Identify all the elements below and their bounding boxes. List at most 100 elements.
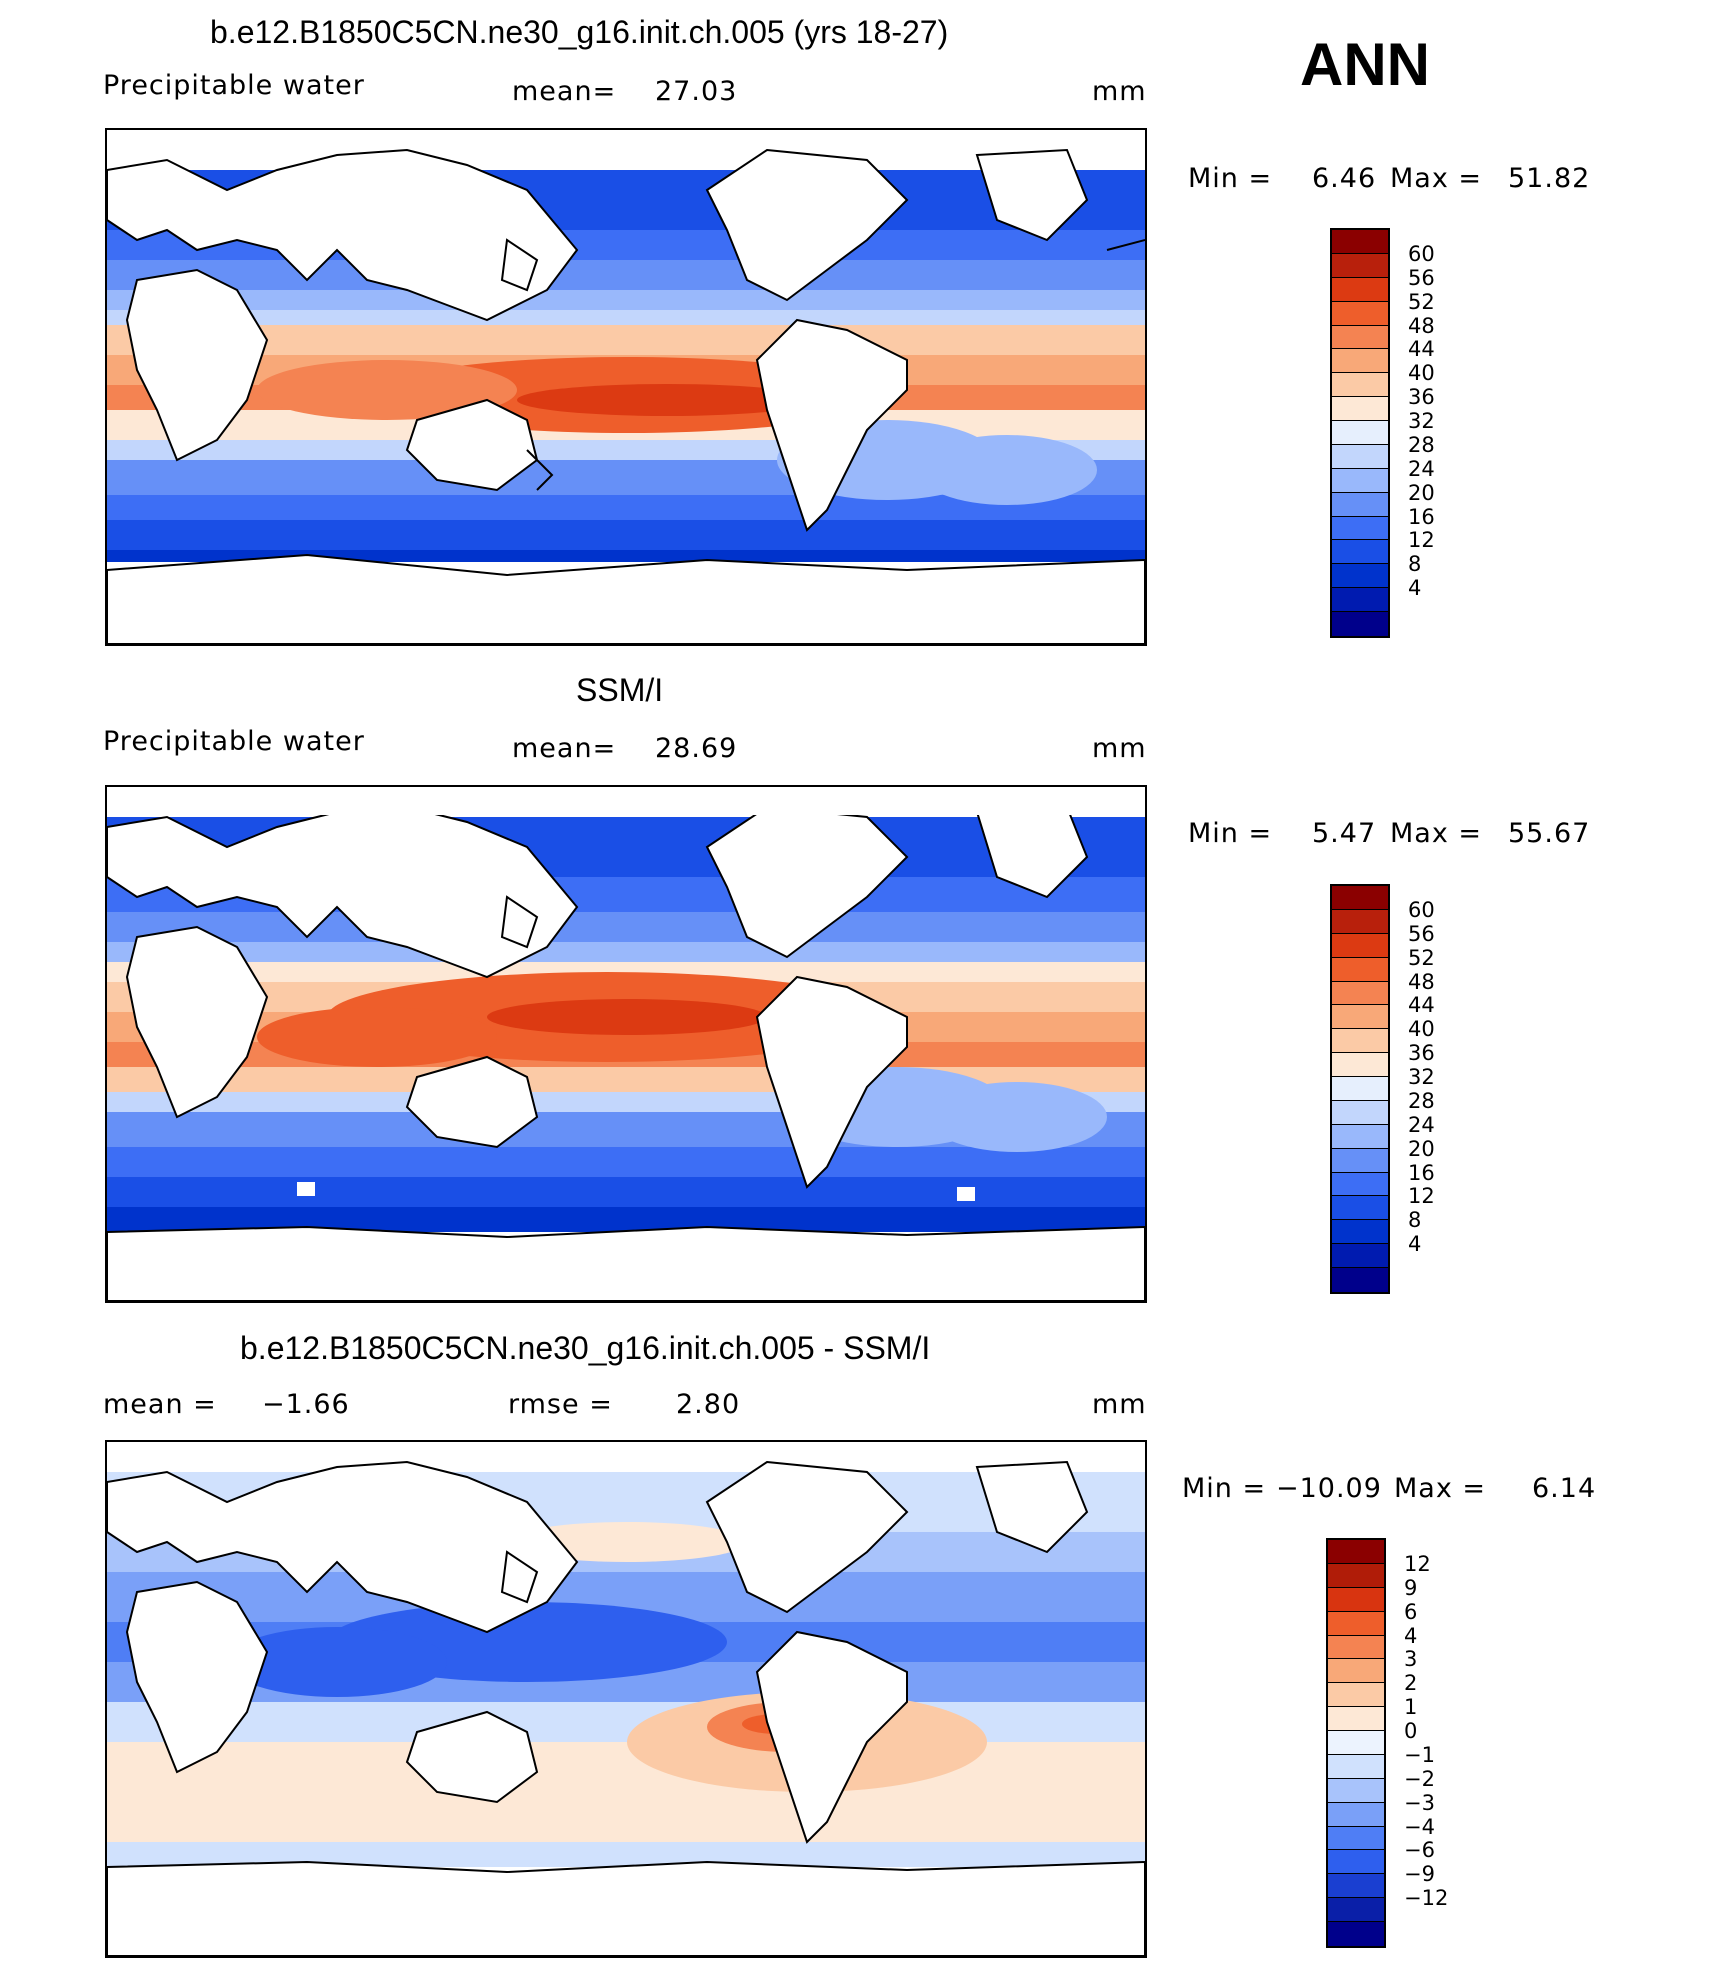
season-label: ANN — [1300, 31, 1430, 98]
colorbar-swatch — [1328, 1922, 1384, 1946]
colorbar-tick-label: 20 — [1408, 1136, 1435, 1161]
colorbar-tick-label: 1 — [1404, 1695, 1418, 1720]
colorbar-tick-label: 8 — [1408, 1208, 1422, 1233]
colorbar-swatch — [1332, 444, 1388, 469]
panel-1-map — [105, 128, 1147, 646]
colorbar-tick-label: 28 — [1408, 432, 1435, 457]
colorbar-swatch — [1328, 1874, 1384, 1899]
colorbar-swatch — [1328, 1826, 1384, 1851]
colorbar-tick-label: 20 — [1408, 480, 1435, 505]
panel-2-mean-label: mean= — [512, 733, 617, 764]
colorbar-tick-label: 12 — [1408, 1184, 1435, 1209]
panel-1-title: b.e12.B1850C5CN.ne30_g16.init.ch.005 (yr… — [210, 14, 949, 50]
colorbar-swatch — [1332, 1124, 1388, 1149]
panel-3-units: mm — [1092, 1389, 1147, 1420]
panel-3-min-value: −10.09 — [1276, 1473, 1382, 1504]
colorbar-swatch — [1332, 1244, 1388, 1268]
colorbar-swatch — [1328, 1754, 1384, 1779]
colorbar-swatch — [1332, 230, 1388, 254]
colorbar-tick-label: 36 — [1408, 1041, 1435, 1066]
panel-2-max-label: Max = — [1390, 818, 1483, 849]
panel-1-min-label: Min = — [1188, 163, 1273, 194]
panel-2-variable-label: Precipitable water — [103, 726, 365, 757]
colorbar-tick-label: 40 — [1408, 361, 1435, 386]
colorbar-tick-label: 4 — [1408, 576, 1422, 601]
panel-3-mean-value: −1.66 — [262, 1389, 350, 1420]
colorbar-swatch — [1332, 909, 1388, 934]
panel-3-max-value: 6.14 — [1532, 1473, 1597, 1504]
colorbar-swatch — [1332, 1196, 1388, 1221]
panel-1-variable-label: Precipitable water — [103, 70, 365, 101]
colorbar-tick-label: 44 — [1408, 337, 1435, 362]
colorbar-tick-label: 8 — [1408, 552, 1422, 577]
panel-1-units: mm — [1092, 76, 1147, 107]
panel-1-map-plot — [107, 130, 1145, 644]
colorbar-swatch — [1332, 540, 1388, 565]
colorbar-tick-label: 12 — [1404, 1551, 1431, 1576]
colorbar-swatch — [1328, 1563, 1384, 1588]
colorbar-swatch — [1328, 1778, 1384, 1803]
panel-3-max-label: Max = — [1394, 1473, 1487, 1504]
panel-1-min-value: 6.46 — [1312, 163, 1377, 194]
colorbar-swatch — [1332, 325, 1388, 350]
colorbar-swatch — [1332, 1005, 1388, 1030]
colorbar-swatch — [1332, 373, 1388, 398]
colorbar-swatch — [1328, 1731, 1384, 1755]
colorbar-swatch — [1332, 468, 1388, 493]
colorbar-swatch — [1332, 516, 1388, 541]
panel-1-max-label: Max = — [1390, 163, 1483, 194]
panel-2-max-value: 55.67 — [1508, 818, 1591, 849]
colorbar-swatch — [1332, 1029, 1388, 1054]
colorbar-tick-label: 44 — [1408, 993, 1435, 1018]
colorbar-swatch — [1328, 1898, 1384, 1922]
colorbar-tick-label: 3 — [1404, 1647, 1418, 1672]
colorbar-swatch — [1328, 1611, 1384, 1636]
colorbar-swatch — [1328, 1802, 1384, 1827]
colorbar-tick-label: 4 — [1404, 1623, 1418, 1648]
colorbar-swatch — [1332, 588, 1388, 612]
panel-1-colorbar — [1330, 228, 1390, 638]
panel-2-map-plot — [107, 787, 1145, 1301]
colorbar-swatch — [1328, 1683, 1384, 1708]
colorbar-tick-label: −3 — [1404, 1790, 1435, 1815]
colorbar-tick-label: 6 — [1404, 1599, 1418, 1624]
panel-1-mean-value: 27.03 — [655, 76, 738, 107]
colorbar-swatch — [1332, 301, 1388, 326]
panel-3-map — [105, 1440, 1147, 1958]
colorbar-tick-label: 40 — [1408, 1017, 1435, 1042]
colorbar-tick-label: 9 — [1404, 1575, 1418, 1600]
colorbar-swatch — [1332, 1053, 1388, 1077]
panel-2-map — [105, 785, 1147, 1303]
colorbar-tick-label: 24 — [1408, 456, 1435, 481]
colorbar-swatch — [1332, 349, 1388, 374]
colorbar-swatch — [1332, 1268, 1388, 1292]
panel-3-min-label: Min = — [1182, 1473, 1267, 1504]
colorbar-swatch — [1332, 612, 1388, 636]
colorbar-swatch — [1332, 1220, 1388, 1245]
colorbar-tick-label: 32 — [1408, 1065, 1435, 1090]
colorbar-tick-label: 56 — [1408, 265, 1435, 290]
colorbar-tick-label: 4 — [1408, 1232, 1422, 1257]
colorbar-swatch — [1328, 1707, 1384, 1731]
panel-3-colorbar — [1326, 1538, 1386, 1948]
colorbar-swatch — [1328, 1635, 1384, 1660]
colorbar-tick-label: 48 — [1408, 969, 1435, 994]
colorbar-tick-label: 48 — [1408, 313, 1435, 338]
panel-2-colorbar — [1330, 884, 1390, 1294]
colorbar-tick-label: −9 — [1404, 1862, 1435, 1887]
colorbar-swatch — [1328, 1659, 1384, 1684]
colorbar-tick-label: −2 — [1404, 1766, 1435, 1791]
panel-3-rmse-value: 2.80 — [676, 1389, 741, 1420]
colorbar-swatch — [1332, 1100, 1388, 1125]
colorbar-tick-label: 16 — [1408, 504, 1435, 529]
colorbar-swatch — [1332, 421, 1388, 445]
colorbar-tick-label: 56 — [1408, 921, 1435, 946]
colorbar-tick-label: −12 — [1404, 1886, 1449, 1911]
colorbar-swatch — [1328, 1587, 1384, 1612]
colorbar-tick-label: −6 — [1404, 1838, 1435, 1863]
panel-2-title: SSM/I — [576, 672, 664, 708]
colorbar-swatch — [1332, 492, 1388, 517]
panel-2-mean-value: 28.69 — [655, 733, 738, 764]
colorbar-swatch — [1332, 277, 1388, 302]
colorbar-tick-label: 52 — [1408, 945, 1435, 970]
